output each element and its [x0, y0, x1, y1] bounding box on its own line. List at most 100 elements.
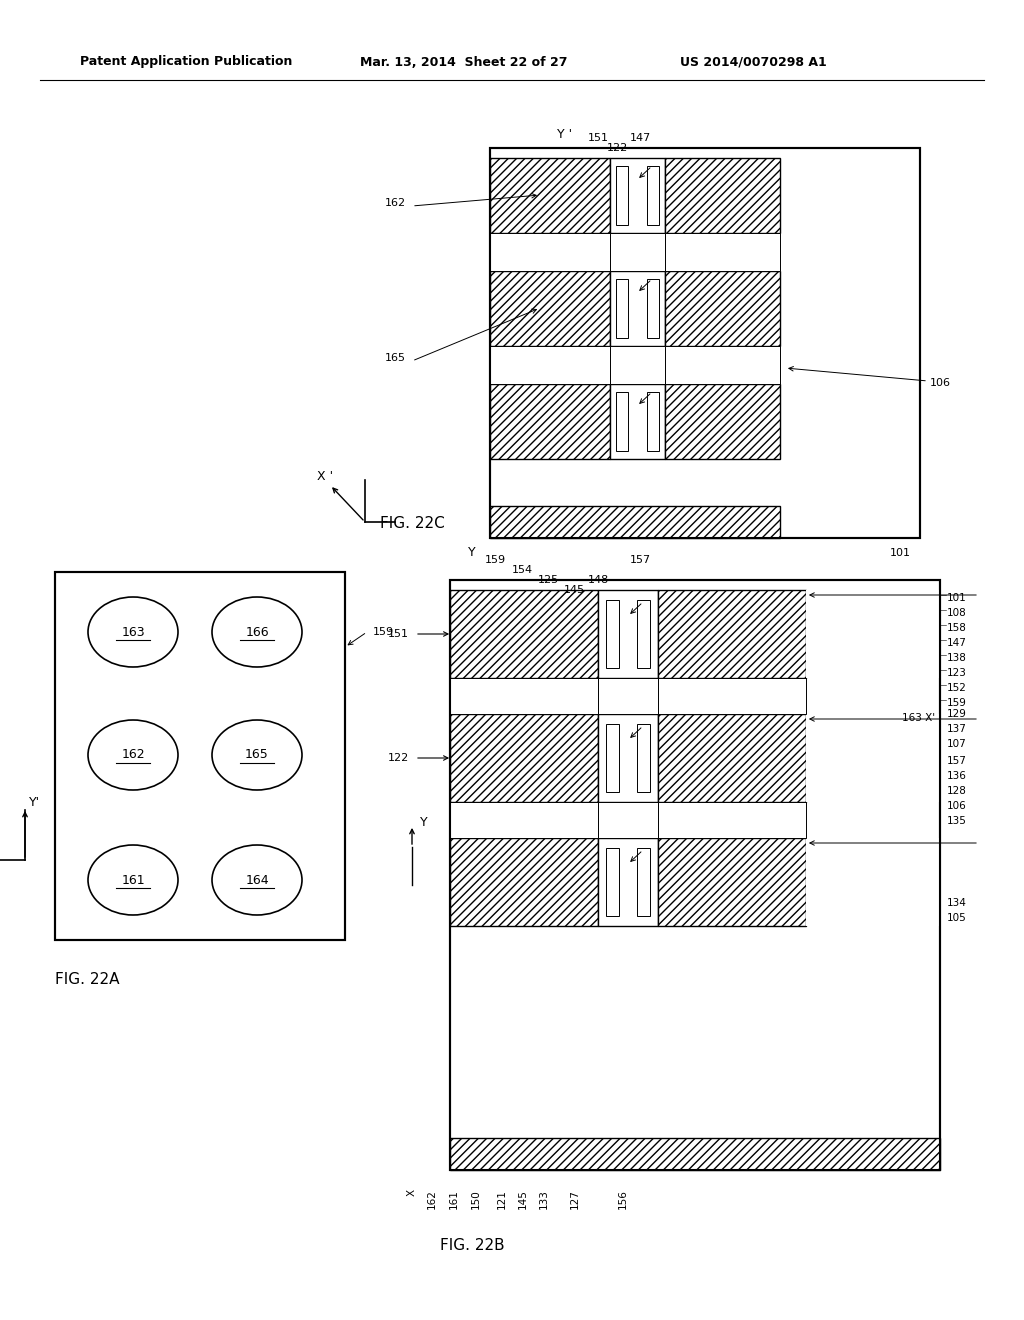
Ellipse shape	[88, 845, 178, 915]
Bar	[490, 346, 610, 384]
Text: 162: 162	[384, 198, 406, 209]
Ellipse shape	[212, 719, 302, 789]
Text: 163 X': 163 X'	[902, 713, 935, 723]
Bar	[606, 723, 618, 792]
Text: 165: 165	[245, 748, 269, 762]
Text: 121: 121	[497, 1189, 507, 1209]
Text: 107: 107	[947, 739, 967, 748]
Ellipse shape	[212, 597, 302, 667]
Text: US 2014/0070298 A1: US 2014/0070298 A1	[680, 55, 826, 69]
Text: 157: 157	[947, 756, 967, 766]
Bar	[658, 803, 806, 838]
Text: Y: Y	[420, 817, 428, 829]
Text: FIG. 22B: FIG. 22B	[440, 1238, 505, 1253]
Bar	[598, 714, 658, 803]
Bar	[606, 847, 618, 916]
Text: 164: 164	[245, 874, 269, 887]
Text: 156: 156	[618, 1189, 628, 1209]
Bar	[490, 384, 610, 459]
Text: 122: 122	[606, 143, 628, 153]
Bar	[658, 590, 806, 678]
Text: 122: 122	[387, 752, 409, 763]
Bar	[647, 166, 659, 224]
Text: 154: 154	[511, 565, 532, 576]
Text: 147: 147	[947, 638, 967, 648]
Text: 151: 151	[387, 630, 409, 639]
Bar	[610, 234, 665, 271]
Bar	[598, 838, 658, 927]
Ellipse shape	[212, 845, 302, 915]
Bar	[647, 279, 659, 338]
Text: 137: 137	[947, 723, 967, 734]
Bar	[490, 271, 610, 346]
Text: 135: 135	[947, 816, 967, 826]
Text: 152: 152	[947, 682, 967, 693]
Text: Y ': Y '	[557, 128, 572, 141]
Text: 151: 151	[588, 133, 608, 143]
Bar	[490, 506, 780, 539]
Text: Patent Application Publication: Patent Application Publication	[80, 55, 293, 69]
Bar	[606, 601, 618, 668]
Bar	[490, 148, 920, 539]
Text: FIG. 22C: FIG. 22C	[380, 516, 444, 531]
Text: 106: 106	[930, 378, 951, 388]
Bar	[490, 148, 920, 539]
Bar	[665, 271, 780, 346]
Text: 127: 127	[570, 1189, 580, 1209]
Bar	[610, 346, 665, 384]
Text: 165: 165	[384, 352, 406, 363]
Text: 158: 158	[947, 623, 967, 634]
Bar	[450, 714, 598, 803]
Text: Mar. 13, 2014  Sheet 22 of 27: Mar. 13, 2014 Sheet 22 of 27	[360, 55, 567, 69]
Text: 101: 101	[890, 548, 910, 558]
Text: 138: 138	[947, 653, 967, 663]
Bar	[637, 847, 650, 916]
Text: 133: 133	[539, 1189, 549, 1209]
Bar	[598, 678, 658, 714]
Bar	[806, 838, 940, 927]
Bar	[637, 723, 650, 792]
Text: 162: 162	[121, 748, 144, 762]
Text: 125: 125	[538, 576, 558, 585]
Text: 128: 128	[947, 785, 967, 796]
Text: 161: 161	[449, 1189, 459, 1209]
Text: 148: 148	[588, 576, 608, 585]
Text: X: X	[407, 1189, 417, 1196]
Text: FIG. 22A: FIG. 22A	[55, 973, 120, 987]
Text: 145: 145	[518, 1189, 528, 1209]
Bar	[450, 579, 940, 1170]
Text: 123: 123	[947, 668, 967, 678]
Bar	[450, 1138, 940, 1170]
Text: 159: 159	[484, 554, 506, 565]
Bar	[658, 714, 806, 803]
Bar	[665, 234, 780, 271]
Text: 108: 108	[947, 609, 967, 618]
Text: 105: 105	[947, 913, 967, 923]
Bar	[610, 158, 665, 234]
Bar	[665, 384, 780, 459]
Text: 150: 150	[471, 1189, 481, 1209]
Bar	[806, 590, 940, 678]
Ellipse shape	[88, 597, 178, 667]
Bar	[450, 803, 598, 838]
Text: 161: 161	[121, 874, 144, 887]
Bar	[450, 579, 940, 1170]
Bar	[658, 838, 806, 927]
Bar	[450, 590, 598, 678]
Bar	[665, 158, 780, 234]
Ellipse shape	[88, 719, 178, 789]
Bar	[616, 279, 628, 338]
Bar	[490, 158, 610, 234]
Bar	[637, 601, 650, 668]
Text: 147: 147	[630, 133, 650, 143]
Text: 129: 129	[947, 709, 967, 719]
Text: 162: 162	[427, 1189, 437, 1209]
Text: 101: 101	[947, 593, 967, 603]
Text: 145: 145	[563, 585, 585, 595]
Bar	[806, 714, 940, 803]
Bar	[55, 572, 345, 940]
Bar	[598, 590, 658, 678]
Text: 163: 163	[121, 626, 144, 639]
Text: Y: Y	[468, 546, 476, 560]
Text: 166: 166	[245, 626, 269, 639]
